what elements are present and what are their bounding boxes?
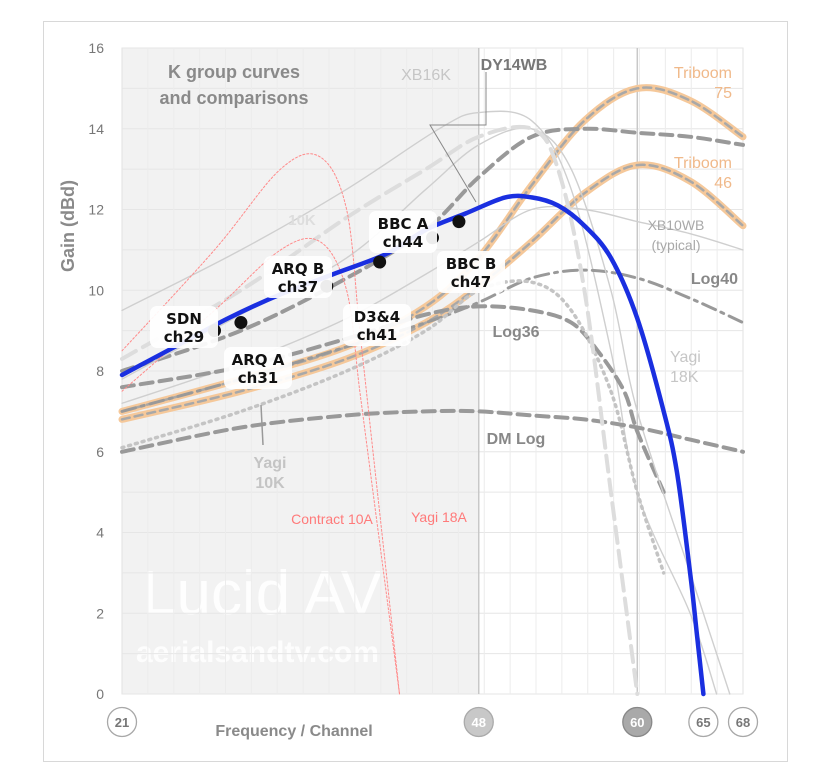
curve-10k bbox=[120, 124, 640, 696]
marker-label-bg bbox=[437, 251, 505, 293]
x-axis-label: Frequency / Channel bbox=[215, 723, 372, 740]
x-tick-48: 48 bbox=[472, 715, 486, 730]
x-tick-65: 65 bbox=[696, 715, 710, 730]
curve-yagi-18a bbox=[121, 237, 400, 695]
marker-label-ch37: ARQ B bbox=[272, 260, 325, 278]
chart-title-line2: and comparisons bbox=[159, 88, 308, 108]
y-tick-8: 8 bbox=[96, 363, 104, 379]
label-triboom-75: Triboom bbox=[674, 65, 732, 82]
label-triboom-75: 75 bbox=[714, 85, 732, 102]
y-tick-0: 0 bbox=[96, 686, 104, 702]
y-tick-4: 4 bbox=[96, 525, 104, 541]
x-tick-circle-48 bbox=[463, 706, 494, 738]
curve-contract-10a bbox=[121, 153, 400, 695]
marker-channel-ch31: ch31 bbox=[238, 369, 278, 387]
label-yagi-18k: 18K bbox=[670, 369, 699, 386]
label-log36: Log36 bbox=[492, 324, 539, 341]
yagi10k-pointer bbox=[260, 404, 264, 446]
y-tick-2: 2 bbox=[96, 605, 104, 621]
label-yagi-10k: 10K bbox=[255, 475, 285, 492]
label-log40: Log40 bbox=[691, 271, 738, 288]
curve-yagi-10k bbox=[120, 279, 666, 575]
y-tick-10: 10 bbox=[88, 282, 104, 298]
marker-label-bg bbox=[150, 306, 218, 348]
x-tick-circle-21 bbox=[106, 706, 138, 738]
y-axis-label: Gain (dBd) bbox=[58, 180, 78, 272]
marker-label-ch29: SDN bbox=[166, 310, 202, 328]
marker-label-bg bbox=[369, 211, 437, 253]
marker-channel-ch44: ch44 bbox=[383, 233, 423, 251]
label-triboom-46: Triboom bbox=[674, 155, 732, 172]
marker-label-bg bbox=[224, 347, 292, 389]
x-tick-circle-60 bbox=[622, 706, 653, 738]
marker-channel-ch37: ch37 bbox=[278, 278, 318, 296]
marker-label-bg bbox=[343, 304, 411, 346]
label-contract-10a: Contract 10A bbox=[291, 511, 373, 527]
label-dy14wb: DY14WB bbox=[481, 57, 548, 74]
curve-xb16k bbox=[121, 110, 718, 695]
watermark-title: Lucid AV bbox=[142, 559, 383, 628]
label-triboom-46: 46 bbox=[714, 175, 732, 192]
marker-label-bg bbox=[264, 256, 332, 298]
y-tick-12: 12 bbox=[88, 202, 104, 218]
grid bbox=[122, 47, 743, 695]
label-yagi-18a: Yagi 18A bbox=[411, 509, 467, 525]
label-dm-log: DM Log bbox=[487, 431, 546, 448]
y-tick-16: 16 bbox=[88, 40, 104, 56]
curve-dy14wb bbox=[120, 126, 745, 373]
marker-channel-ch29: ch29 bbox=[164, 328, 204, 346]
marker-ch31 bbox=[234, 316, 248, 330]
label-xb10wb-typical-: (typical) bbox=[651, 237, 700, 253]
marker-channel-ch41: ch41 bbox=[357, 326, 397, 344]
marker-label-ch47: BBC B bbox=[446, 255, 497, 273]
x-tick-circle-68 bbox=[727, 706, 759, 738]
x-tick-21: 21 bbox=[115, 715, 129, 730]
y-tick-14: 14 bbox=[88, 121, 104, 137]
curve-dm-log bbox=[120, 408, 745, 454]
marker-channel-ch47: ch47 bbox=[451, 273, 491, 291]
x-tick-circle-65 bbox=[688, 706, 719, 738]
watermark-url: aerialsandtv.com bbox=[136, 636, 379, 669]
marker-label-ch44: BBC A bbox=[378, 215, 429, 233]
marker-ch41 bbox=[373, 255, 387, 269]
marker-label-ch41: D3&4 bbox=[354, 308, 400, 326]
label-10k: 10K bbox=[288, 212, 316, 229]
marker-label-ch31: ARQ A bbox=[232, 351, 285, 369]
label-xb10wb-typical-: XB10WB bbox=[648, 217, 705, 233]
label-xb16k: XB16K bbox=[401, 67, 451, 84]
marker-ch47 bbox=[452, 215, 466, 229]
dy14wb-pointer bbox=[429, 72, 487, 203]
y-tick-6: 6 bbox=[96, 444, 104, 460]
chart-title-line1: K group curves bbox=[168, 62, 300, 82]
x-tick-68: 68 bbox=[736, 715, 750, 730]
label-yagi-10k: Yagi bbox=[254, 455, 287, 472]
x-tick-60: 60 bbox=[630, 715, 644, 730]
label-yagi-18k: Yagi bbox=[670, 349, 701, 366]
